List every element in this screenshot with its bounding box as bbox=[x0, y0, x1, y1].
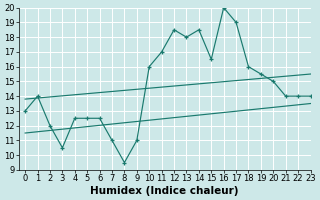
X-axis label: Humidex (Indice chaleur): Humidex (Indice chaleur) bbox=[91, 186, 239, 196]
